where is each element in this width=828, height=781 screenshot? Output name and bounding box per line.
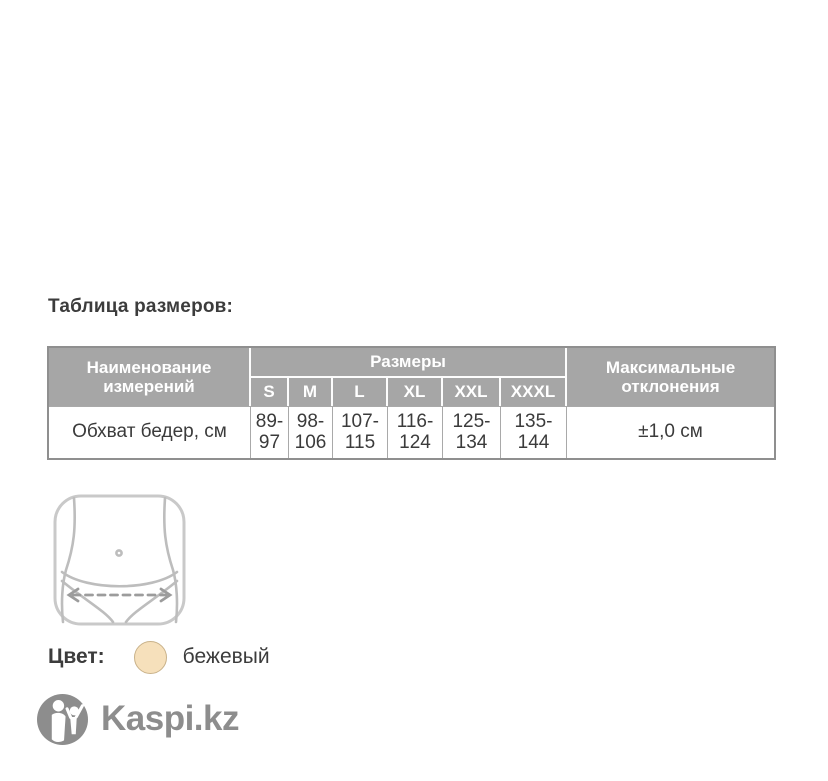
cell-range-m: 98-106 (289, 406, 333, 458)
table-header-row-1: Наименование измерений Размеры Максималь… (49, 348, 774, 406)
header-size-xl: XL (388, 378, 443, 406)
color-value: бежевый (182, 645, 270, 668)
header-size-s: S (251, 378, 289, 406)
color-row: Цвет: бежевый (48, 639, 270, 675)
header-size-xxl: XXL (443, 378, 501, 406)
beige-color-swatch (133, 640, 167, 674)
header-max-deviation: Максимальные отклонения (567, 348, 774, 406)
cell-range-xl: 116-124 (388, 406, 443, 458)
kaspi-logo-icon (37, 694, 88, 745)
header-size-l: L (333, 378, 388, 406)
cell-range-xxxl: 135-144 (501, 406, 567, 458)
header-size-m: M (289, 378, 333, 406)
cell-max-deviation: ±1,0 см (567, 406, 774, 458)
color-label: Цвет: (48, 645, 105, 668)
pictogram-frame (53, 494, 186, 626)
table-header-row-2: S M L XL XXL XXXL (49, 378, 774, 406)
size-table: Наименование измерений Размеры Максималь… (47, 346, 776, 460)
cell-range-l: 107-115 (333, 406, 388, 458)
logo-figures (51, 700, 79, 743)
cell-range-s: 89-97 (251, 406, 289, 458)
logo-child-arms (65, 704, 84, 719)
header-sizes-group: Размеры (251, 348, 567, 378)
kaspi-logo: Kaspi.kz (37, 694, 240, 745)
cell-range-xxl: 125-134 (443, 406, 501, 458)
cell-measurement-name: Обхват бедер, см (49, 406, 251, 458)
navel-dot (115, 549, 123, 557)
header-measurement-name: Наименование измерений (49, 348, 251, 406)
hip-measurement-icon (53, 494, 186, 626)
body-outline (60, 496, 179, 624)
size-table-title: Таблица размеров: (48, 296, 234, 317)
kaspi-logo-text: Kaspi.kz (101, 698, 240, 738)
hip-dashed-arrow (66, 587, 173, 603)
size-table-wrap: Наименование измерений Размеры Максималь… (47, 346, 776, 460)
table-row: Обхват бедер, см 89-97 98-106 107-115 11… (49, 406, 774, 458)
header-size-xxxl: XXXL (501, 378, 567, 406)
